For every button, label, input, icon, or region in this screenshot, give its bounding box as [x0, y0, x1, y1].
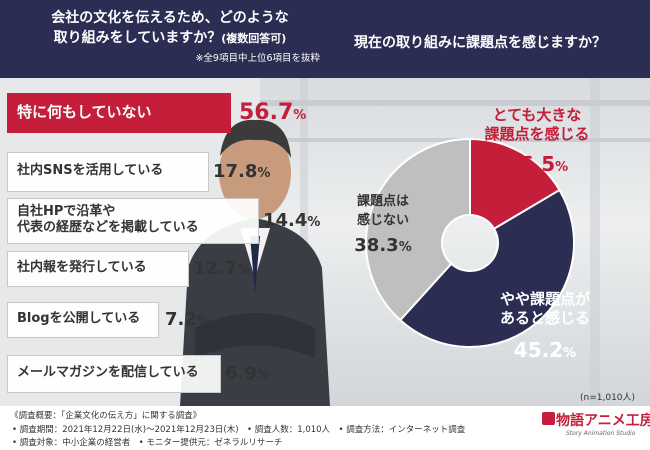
bar-label-box — [7, 251, 189, 287]
survey-details-line1: • 調査期間：2021年12月22日(水)～2021年12月23日(木) • 調… — [12, 425, 466, 435]
left-question-note: ※全9項目中上位6項目を抜粋 — [195, 53, 320, 64]
bar-label-box — [7, 355, 221, 393]
bar-label-box — [7, 93, 231, 133]
bar-category-label: 社内SNSを活用している — [7, 163, 163, 179]
pie-slice-value: 38.3% — [354, 235, 411, 256]
pie-slice — [365, 137, 471, 322]
pie-slice — [469, 137, 561, 231]
logo-mark-icon — [542, 412, 555, 425]
bar-value-unit: % — [257, 165, 271, 181]
company-logo: 物語アニメ工房 Story Animation Studio — [542, 410, 650, 446]
bar-item: Blogを公開している 7.2% — [7, 302, 235, 338]
bar-item: 社内SNSを活用している 17.8% — [7, 152, 283, 192]
bar-category-label: Blogを公開している — [7, 311, 140, 327]
bar-value-unit: % — [196, 313, 210, 329]
bar-category-label: 自社HPで沿革や 代表の経歴などを掲載している — [7, 204, 199, 236]
bar-item: 社内報を発行している 12.7% — [7, 251, 263, 287]
bar-category-label: 社内報を発行している — [7, 260, 147, 276]
bar-value-label: 12.7% — [193, 258, 250, 279]
bar-value-label: 14.4% — [263, 210, 320, 231]
bar-value-number: 56.7 — [239, 99, 294, 125]
bar-label-box — [7, 152, 209, 192]
bar-item: 自社HPで沿革や 代表の経歴などを掲載している 14.4% — [7, 198, 333, 244]
pie-slice-value-unit: % — [563, 346, 576, 361]
bar-category-label-line: メールマガジンを配信している — [17, 365, 199, 380]
bar-value-number: 12.7 — [193, 257, 238, 279]
bar-category-label: メールマガジンを配信している — [7, 365, 199, 381]
pie-slice-value-number: 38.3 — [354, 235, 398, 256]
pie-slice-value-number: 16.5 — [506, 152, 555, 176]
bar-category-label-line: Blogを公開している — [17, 311, 141, 326]
bar-item: 特に何もしていない 56.7% — [7, 93, 309, 133]
bar-label-box — [7, 198, 259, 244]
pie-slice-value: 16.5% — [506, 152, 568, 176]
footer: 《調査概要：「企業文化の伝え方」に関する調査》 • 調査期間：2021年12月2… — [0, 406, 650, 450]
survey-details-line2: • 調査対象：中小企業の経営者 • モニター提供元：ゼネラルリサーチ — [12, 438, 283, 448]
pie-slice-label: あると感じる — [500, 309, 590, 327]
bar-category-label-line: 特に何もしていない — [17, 103, 152, 121]
header: 会社の文化を伝えるため、どのような 取り組みをしていますか？(複数回答可) ※全… — [0, 0, 650, 78]
bar-category-label-line: 自社HPで沿革や — [17, 204, 116, 219]
bar-label-box — [7, 302, 159, 338]
businessman-photo — [180, 119, 330, 406]
bar-category-label-line: 社内SNSを活用している — [17, 163, 164, 178]
bar-value-unit: % — [237, 262, 251, 278]
pie-slice-label: 課題点は — [357, 193, 409, 209]
survey-summary-title: 《調査概要：「企業文化の伝え方」に関する調査》 — [10, 411, 202, 421]
bar-value-number: 6.9 — [225, 362, 257, 384]
bar-value-unit: % — [307, 214, 321, 230]
logo-sub-text: Story Animation Studio — [566, 430, 636, 437]
right-question: 現在の取り組みに課題点を感じますか？ — [354, 35, 606, 51]
bar-value-unit: % — [256, 367, 270, 383]
bar-value-label: 56.7% — [239, 100, 306, 125]
pie-slice-value-unit: % — [399, 240, 412, 255]
pie-slice-value: 45.2% — [514, 338, 576, 362]
left-question-line1: 会社の文化を伝えるため、どのような — [51, 10, 289, 26]
bar-value-number: 17.8 — [213, 160, 258, 182]
bar-category-label-line: 社内報を発行している — [17, 260, 147, 275]
bar-value-label: 6.9% — [225, 363, 270, 384]
bar-value-number: 7.2 — [165, 308, 197, 330]
bar-value-number: 14.4 — [263, 209, 308, 231]
pie-slice-label: 感じない — [357, 212, 409, 228]
bar-value-label: 17.8% — [213, 161, 270, 182]
pie-slice-label: とても大きな — [493, 106, 582, 124]
bar-item: メールマガジンを配信している 6.9% — [7, 355, 295, 393]
left-question-line2-text: 取り組みをしていますか？ — [53, 30, 222, 46]
pie-slice — [398, 188, 575, 348]
bar-value-label: 7.2% — [165, 309, 210, 330]
pie-slice-label: やや課題点が — [500, 290, 591, 308]
sample-size-note: (n=1,010人) — [580, 393, 636, 403]
left-question: 会社の文化を伝えるため、どのような 取り組みをしていますか？(複数回答可) ※全… — [20, 8, 320, 69]
pie-slice-value-unit: % — [555, 160, 568, 175]
pie-slice-value-number: 45.2 — [514, 338, 563, 362]
bar-category-label: 特に何もしていない — [7, 104, 152, 120]
bar-value-unit: % — [293, 107, 307, 123]
multiple-answer-note: (複数回答可) — [221, 32, 287, 45]
bar-category-label-line: 代表の経歴などを掲載している — [17, 220, 199, 235]
logo-main-text: 物語アニメ工房 — [556, 413, 650, 429]
pie-slice-label: 課題点を感じる — [484, 125, 589, 143]
left-question-line2: 取り組みをしていますか？(複数回答可) — [20, 28, 320, 49]
